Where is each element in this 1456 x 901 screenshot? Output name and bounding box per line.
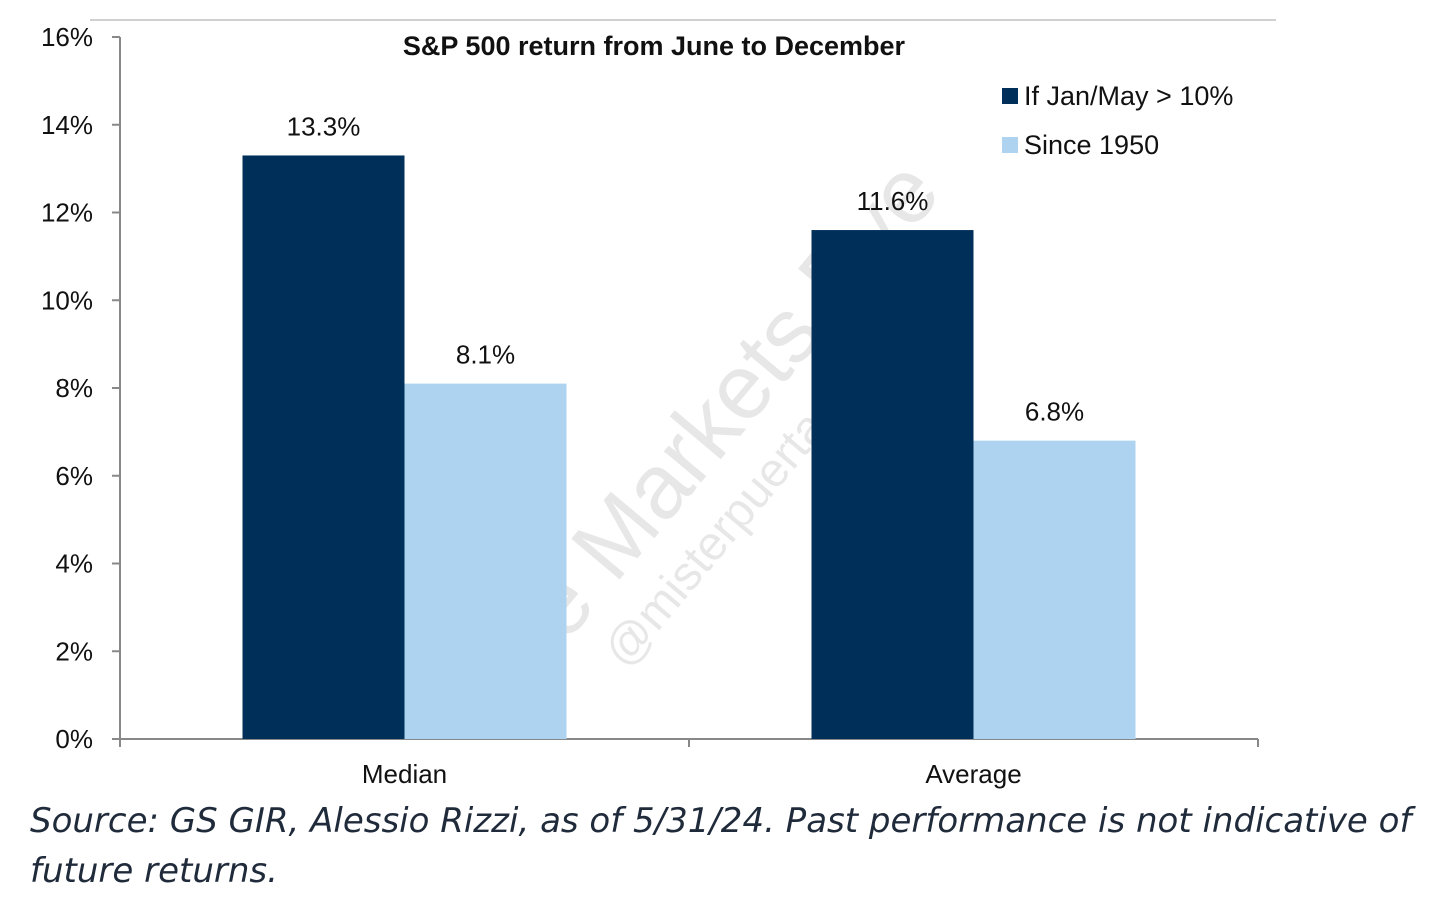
bars <box>242 155 1136 740</box>
source-note: Source: GS GIR, Alessio Rizzi, as of 5/3… <box>30 801 1412 891</box>
data-label: 8.1% <box>456 340 515 370</box>
y-tick-label: 14% <box>41 110 93 140</box>
chart: The Markets Eye @misterpuertas S&P 500 r… <box>41 19 1276 789</box>
data-label: 6.8% <box>1025 397 1084 427</box>
bar <box>973 440 1136 739</box>
data-label: 11.6% <box>857 186 929 216</box>
x-tick-label: Average <box>925 759 1021 789</box>
legend-swatch <box>1002 137 1018 153</box>
x-axis: Median Average <box>119 738 1259 789</box>
y-tick-label: 4% <box>55 549 93 579</box>
bar <box>404 383 567 739</box>
y-tick-label: 12% <box>41 198 93 228</box>
y-tick-label: 10% <box>41 285 93 315</box>
y-tick-label: 6% <box>55 461 93 491</box>
bar <box>242 155 405 739</box>
bar <box>811 230 974 740</box>
y-tick-label: 0% <box>55 724 93 754</box>
y-tick-label: 8% <box>55 373 93 403</box>
x-tick-label: Median <box>362 759 447 789</box>
y-tick-label: 16% <box>41 22 93 52</box>
legend: If Jan/May > 10% Since 1950 <box>1002 81 1233 160</box>
chart-title: S&P 500 return from June to December <box>403 31 906 61</box>
y-tick-label: 2% <box>55 636 93 666</box>
legend-swatch <box>1002 88 1018 104</box>
bar-labels: 13.3% 8.1% 11.6% 6.8% <box>287 111 1085 426</box>
data-label: 13.3% <box>287 111 361 141</box>
legend-label: Since 1950 <box>1024 130 1159 160</box>
legend-label: If Jan/May > 10% <box>1024 81 1233 111</box>
y-axis: 0% 2% 4% 6% 8% 10% 12% 14% 16% <box>41 22 121 754</box>
